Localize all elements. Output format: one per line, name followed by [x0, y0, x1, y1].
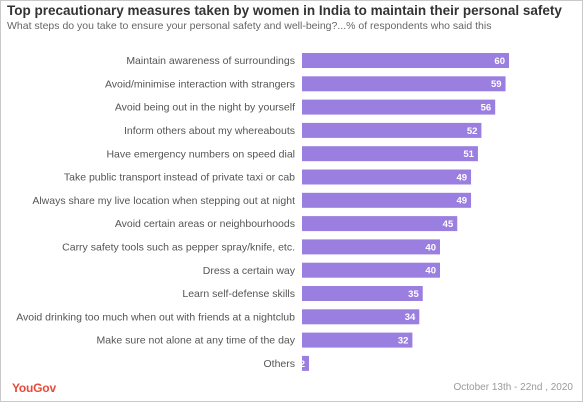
bar-10 — [302, 262, 440, 278]
value-label-5: 51 — [463, 149, 474, 160]
value-label-6: 49 — [456, 172, 467, 183]
bar-4 — [302, 122, 482, 138]
bar-3 — [302, 99, 496, 115]
yougov-logo: YouGov — [12, 381, 56, 395]
bar-8 — [302, 216, 458, 232]
category-label-5: Have emergency numbers on speed dial — [106, 148, 295, 160]
value-label-10: 40 — [425, 266, 436, 277]
category-label-1: Maintain awareness of surroundings — [126, 55, 295, 67]
value-label-8: 45 — [443, 219, 454, 230]
bar-6 — [302, 169, 472, 185]
value-label-12: 34 — [405, 312, 416, 323]
category-label-14: Others — [263, 358, 295, 370]
value-label-1: 60 — [494, 56, 505, 67]
bar-5 — [302, 146, 478, 162]
bar-11 — [302, 286, 423, 301]
value-label-4: 52 — [467, 126, 478, 137]
value-label-3: 56 — [481, 103, 492, 114]
value-label-11: 35 — [408, 289, 419, 300]
value-label-14: 2 — [300, 359, 305, 370]
category-label-2: Avoid/minimise interaction with stranger… — [105, 78, 295, 90]
category-label-6: Take public transport instead of private… — [64, 172, 295, 184]
category-label-3: Avoid being out in the night by yourself — [115, 102, 295, 114]
category-label-10: Dress a certain way — [203, 265, 296, 277]
survey-date: October 13th - 22nd , 2020 — [453, 382, 573, 393]
bar-12 — [302, 309, 420, 325]
category-label-13: Make sure not alone at any time of the d… — [97, 335, 296, 347]
bar-14 — [302, 355, 309, 371]
bar-1 — [302, 53, 509, 68]
category-label-11: Learn self-defense skills — [182, 288, 295, 300]
category-label-4: Inform others about my whereabouts — [124, 125, 295, 137]
bar-9 — [302, 239, 440, 255]
value-label-2: 59 — [491, 79, 502, 90]
value-label-9: 40 — [425, 242, 436, 253]
category-label-9: Carry safety tools such as pepper spray/… — [62, 242, 295, 254]
value-label-7: 49 — [456, 196, 467, 207]
bar-13 — [302, 332, 413, 348]
chart-subtitle: What steps do you take to ensure your pe… — [7, 20, 492, 32]
category-label-8: Avoid certain areas or neighbourhoods — [115, 218, 295, 230]
value-label-13: 32 — [398, 336, 409, 347]
category-label-12: Avoid drinking too much when out with fr… — [16, 311, 295, 323]
chart-title: Top precautionary measures taken by wome… — [7, 3, 562, 18]
category-label-7: Always share my live location when stepp… — [32, 195, 295, 207]
bar-7 — [302, 192, 472, 208]
bar-2 — [302, 76, 506, 92]
